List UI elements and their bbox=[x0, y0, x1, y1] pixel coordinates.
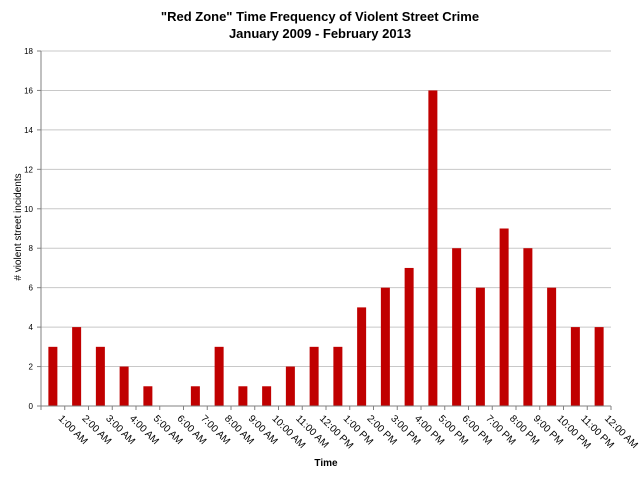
bar bbox=[475, 287, 485, 406]
y-tick-labels: 0 2 4 6 8 10 12 14 16 18 bbox=[24, 47, 41, 411]
chart-subtitle: January 2009 - February 2013 bbox=[229, 26, 411, 41]
bar bbox=[452, 248, 462, 406]
bar bbox=[119, 366, 129, 406]
bar bbox=[95, 346, 105, 406]
bar bbox=[404, 267, 414, 406]
bar bbox=[547, 287, 557, 406]
y-axis-label: # violent street incidents bbox=[13, 173, 24, 280]
bar bbox=[523, 248, 533, 406]
bar bbox=[594, 327, 604, 406]
bar bbox=[72, 327, 82, 406]
bar bbox=[570, 327, 580, 406]
y-tick-label: 4 bbox=[29, 323, 34, 332]
bar bbox=[238, 386, 248, 406]
bar bbox=[48, 346, 58, 406]
y-tick-label: 2 bbox=[29, 363, 34, 372]
y-tick-label: 14 bbox=[24, 126, 33, 135]
y-tick-label: 0 bbox=[29, 402, 34, 411]
bar bbox=[428, 90, 438, 406]
bars bbox=[48, 90, 604, 406]
bar bbox=[499, 228, 509, 406]
bar bbox=[333, 346, 343, 406]
bar bbox=[190, 386, 200, 406]
bar bbox=[143, 386, 153, 406]
y-tick-label: 6 bbox=[29, 284, 34, 293]
bar bbox=[262, 386, 272, 406]
gridlines bbox=[41, 50, 611, 368]
bar bbox=[357, 307, 367, 406]
y-tick-label: 12 bbox=[24, 165, 33, 174]
y-tick-label: 18 bbox=[24, 47, 33, 56]
y-tick-label: 8 bbox=[29, 244, 34, 253]
y-tick-label: 10 bbox=[24, 205, 33, 214]
chart-title: "Red Zone" Time Frequency of Violent Str… bbox=[161, 9, 479, 24]
y-tick-label: 16 bbox=[24, 86, 33, 95]
bar bbox=[380, 287, 390, 406]
x-axis-label: Time bbox=[314, 458, 338, 469]
bar bbox=[309, 346, 319, 406]
x-tick-labels: 1:00 AM2:00 AM3:00 AM4:00 AM5:00 AM6:00 … bbox=[40, 406, 640, 451]
bar bbox=[214, 346, 224, 406]
bar bbox=[285, 366, 295, 406]
